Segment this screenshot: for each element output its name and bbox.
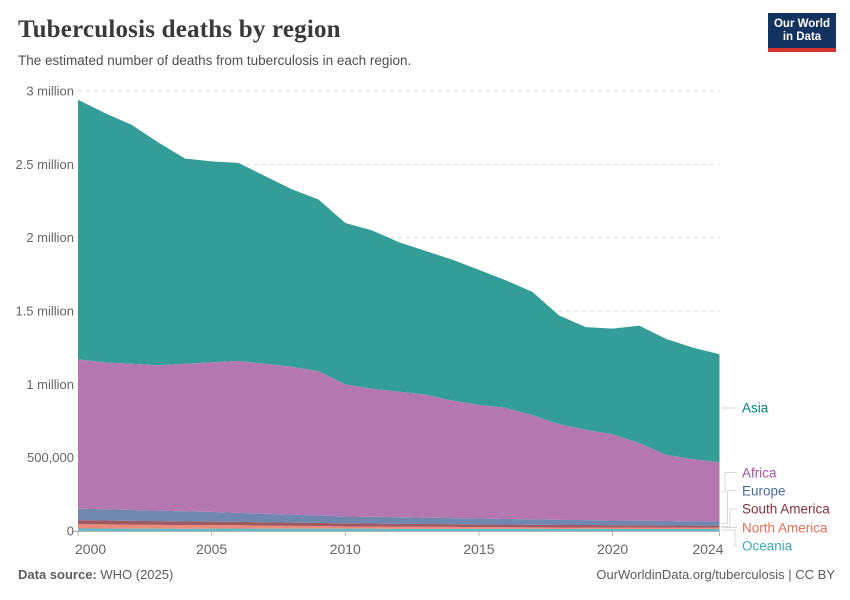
owid-logo-line1: Our World [773, 18, 830, 30]
x-tick-label: 2020 [597, 541, 628, 557]
x-tick-label: 2010 [330, 541, 361, 557]
data-source: Data source: WHO (2025) [18, 567, 173, 582]
area-europe[interactable] [78, 508, 720, 526]
y-tick-label: 1 million [26, 377, 74, 392]
area-south-america[interactable] [78, 520, 720, 528]
owid-logo[interactable]: Our World in Data [768, 13, 836, 52]
legend-connector-oceania [721, 529, 737, 547]
owid-logo-line2: in Data [782, 31, 822, 43]
area-asia[interactable] [78, 99, 720, 463]
legend-label-europe[interactable]: Europe [742, 483, 786, 498]
data-source-label: Data source: [18, 567, 97, 582]
area-oceania[interactable] [78, 528, 720, 531]
y-tick-label: 2 million [26, 230, 74, 245]
y-tick-label: 0 [67, 524, 74, 539]
legend-connector-africa [721, 472, 737, 493]
x-tick-label: 2015 [463, 541, 494, 557]
page-title: Tuberculosis deaths by region [18, 16, 341, 43]
legend-label-south-america[interactable]: South America [742, 501, 830, 517]
credit-link[interactable]: OurWorldinData.org/tuberculosis | CC BY [596, 567, 835, 582]
y-tick-label: 2.5 million [15, 157, 74, 172]
y-tick-label: 3 million [26, 84, 74, 99]
legend-label-africa[interactable]: Africa [742, 465, 777, 480]
page-subtitle: The estimated number of deaths from tube… [18, 53, 412, 68]
x-tick-label: 2000 [75, 541, 106, 557]
y-tick-label: 500,000 [27, 450, 74, 465]
legend-label-north-america[interactable]: North America [742, 520, 828, 535]
area-africa[interactable] [78, 359, 720, 522]
legend-label-oceania[interactable]: Oceania [742, 538, 793, 554]
data-source-value: WHO (2025) [96, 567, 174, 582]
legend-connector-europe [721, 490, 737, 524]
area-north-america[interactable] [78, 524, 720, 529]
legend-connector-south-america [721, 508, 737, 528]
y-tick-label: 1.5 million [15, 304, 74, 319]
x-tick-label: 2005 [196, 541, 227, 557]
legend-label-asia[interactable]: Asia [742, 400, 769, 416]
x-tick-label: 2024 [692, 541, 723, 557]
chart-footer: Data source: WHO (2025) OurWorldinData.o… [18, 567, 835, 582]
